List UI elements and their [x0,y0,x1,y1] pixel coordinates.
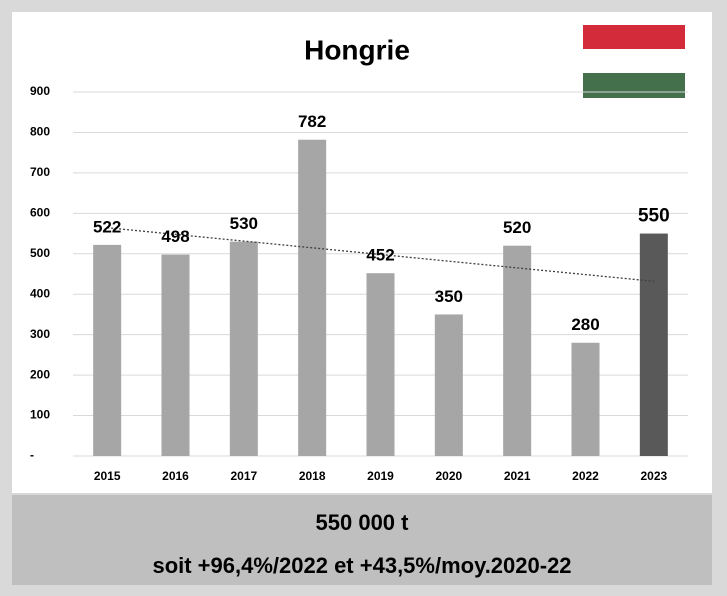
x-tick-label: 2016 [162,469,189,483]
y-tick-label: 700 [30,165,50,179]
x-tick-label: 2022 [572,469,599,483]
y-tick-label: 500 [30,246,50,260]
x-tick-label: 2021 [504,469,531,483]
y-tick-label: 200 [30,367,50,381]
value-label: 522 [93,217,121,236]
bar [366,273,395,456]
bar [229,241,258,456]
y-tick-label: - [30,448,34,462]
value-label: 782 [298,112,326,131]
value-label: 520 [503,218,531,237]
bar [639,233,668,456]
footer-panel [12,495,712,585]
y-tick-label: 100 [30,408,50,422]
bar [571,342,600,456]
bar [161,254,190,456]
chart-title: Hongrie [304,34,410,65]
value-label: 550 [638,206,670,227]
bar [298,139,327,457]
x-tick-label: 2015 [94,469,121,483]
bar [503,245,532,456]
x-tick-label: 2019 [367,469,394,483]
x-tick-label: 2020 [435,469,462,483]
value-label: 452 [366,246,394,265]
value-label: 498 [161,227,189,246]
y-tick-label: 600 [30,206,50,220]
value-label: 280 [571,315,599,334]
footer-line: 550 000 t [316,510,410,535]
y-tick-label: 400 [30,286,50,300]
y-tick-label: 900 [30,84,50,98]
flag-white [583,49,685,73]
x-tick-label: 2017 [230,469,257,483]
footer-line: soit +96,4%/2022 et +43,5%/moy.2020-22 [152,553,571,578]
bar [434,314,463,456]
value-label: 350 [435,287,463,306]
x-tick-label: 2018 [299,469,326,483]
y-tick-label: 300 [30,327,50,341]
trend-line [107,227,654,282]
flag-green [583,73,685,98]
bar [93,244,122,456]
x-tick-label: 2023 [640,469,667,483]
value-label: 530 [230,214,258,233]
flag-red [583,25,685,49]
y-tick-label: 800 [30,125,50,139]
